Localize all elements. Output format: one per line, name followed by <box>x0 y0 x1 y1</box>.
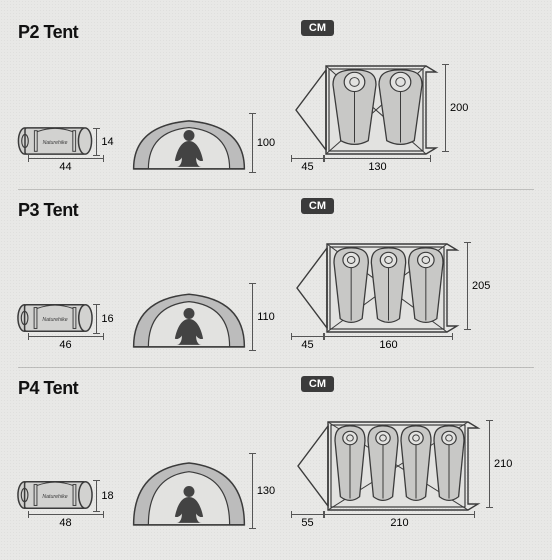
vestibule-width-value: 45 <box>301 339 313 351</box>
floor-width-value: 160 <box>379 339 397 351</box>
svg-text:Naturehike: Naturehike <box>43 317 68 323</box>
tent-row-p4: P4 Tent CM Naturehike 18 48 <box>18 368 534 546</box>
tent-height-value: 130 <box>257 485 275 497</box>
vestibule-width-value: 55 <box>301 517 313 529</box>
unit-badge: CM <box>301 20 334 36</box>
bag-length-value: 44 <box>59 161 71 173</box>
top-view-diagram: 205 45 160 <box>291 242 516 351</box>
vestibule-width-value: 45 <box>301 161 313 173</box>
bag-length-value: 48 <box>59 517 71 529</box>
tent-title: P4 Tent <box>18 378 534 399</box>
top-view-diagram: 210 55 210 <box>291 420 516 529</box>
svg-text:Naturehike: Naturehike <box>43 494 68 500</box>
floor-width-value: 210 <box>390 517 408 529</box>
bag-diameter-value: 16 <box>101 313 113 325</box>
packed-bag-diagram: Naturehike 18 48 <box>18 478 113 529</box>
front-elevation-diagram: 110 <box>127 267 277 351</box>
packed-bag-diagram: Naturehike 14 44 <box>18 126 113 173</box>
bag-diameter-value: 18 <box>101 490 113 502</box>
front-elevation-diagram: 130 <box>127 445 277 529</box>
front-elevation-diagram: 100 <box>127 89 277 173</box>
floor-width-value: 130 <box>368 161 386 173</box>
packed-bag-diagram: Naturehike 16 46 <box>18 302 113 351</box>
tent-depth-value: 205 <box>472 280 490 292</box>
tent-depth-value: 200 <box>450 102 468 114</box>
diagram-group: Naturehike 18 48 <box>18 409 534 529</box>
tent-row-p2: P2 Tent CM Naturehike 14 44 <box>18 12 534 190</box>
diagram-group: Naturehike 16 46 <box>18 231 534 351</box>
svg-text:Naturehike: Naturehike <box>43 140 68 146</box>
tent-depth-value: 210 <box>494 458 512 470</box>
tent-height-value: 110 <box>257 311 275 323</box>
bag-diameter-value: 14 <box>101 136 113 148</box>
tent-row-p3: P3 Tent CM Naturehike 16 46 <box>18 190 534 368</box>
tent-title: P2 Tent <box>18 22 534 43</box>
unit-badge: CM <box>301 198 334 214</box>
tent-title: P3 Tent <box>18 200 534 221</box>
diagram-group: Naturehike 14 44 <box>18 53 534 173</box>
bag-length-value: 46 <box>59 339 71 351</box>
top-view-diagram: 200 45 130 <box>291 64 516 173</box>
unit-badge: CM <box>301 376 334 392</box>
tent-height-value: 100 <box>257 137 275 149</box>
